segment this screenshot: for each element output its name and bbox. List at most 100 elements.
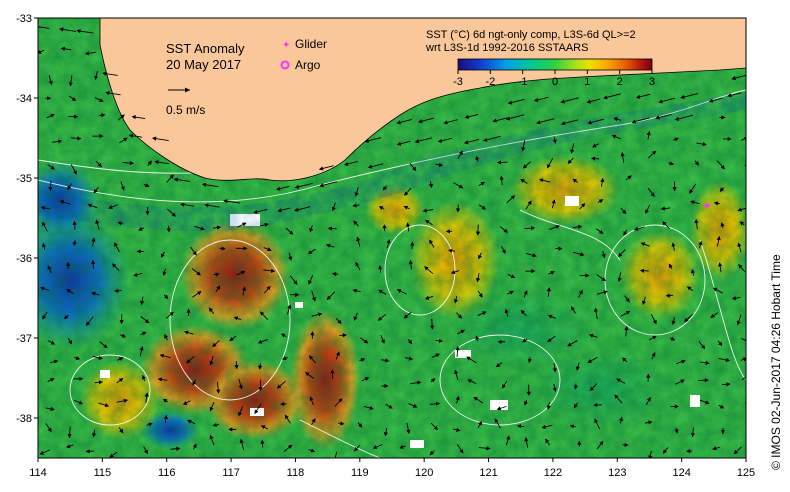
current-vector-head (690, 433, 696, 438)
current-vector-head (577, 440, 582, 445)
current-vector-head (671, 242, 676, 247)
current-vector-head (478, 293, 483, 298)
product-description-line1: SST (°C) 6d ngt-only comp, L3S-6d QL>=2 (426, 29, 636, 41)
current-vector-head (731, 76, 736, 81)
current-vector-head (467, 379, 472, 384)
current-vector-head (270, 268, 276, 273)
current-vector-head (466, 356, 471, 361)
current-vector-head (260, 425, 266, 430)
current-vector-head (310, 331, 315, 336)
current-vector-head (747, 434, 749, 437)
current-vector-head (430, 325, 435, 330)
current-vector-head (384, 383, 389, 389)
current-vector-head (680, 94, 685, 100)
current-vector-head (59, 27, 64, 32)
current-vector-head (587, 359, 592, 363)
current-vector-head (587, 120, 592, 125)
current-vector-head (538, 178, 544, 183)
current-vector-head (520, 178, 525, 183)
current-vector-head (104, 403, 110, 408)
current-vector-head (455, 208, 461, 213)
current-vector-head (713, 201, 719, 206)
current-vector-head (287, 304, 292, 309)
current-vector-head (670, 336, 676, 341)
current-vector-head (238, 411, 243, 417)
current-vector-head (288, 230, 294, 235)
current-vector-head (669, 161, 675, 166)
current-vector-head (658, 99, 663, 104)
current-vector-head (721, 115, 726, 120)
current-vector-head (660, 206, 666, 211)
current-vector-head (128, 133, 134, 138)
current-vector-head (66, 288, 71, 293)
current-vector-head (524, 401, 528, 406)
current-vector-head (276, 384, 282, 389)
current-vector-head (367, 164, 373, 169)
vector-scale-label: 0.5 m/s (166, 103, 205, 117)
current-vector-head (141, 374, 146, 380)
current-vector-head (396, 120, 401, 125)
current-vector-head (573, 403, 578, 409)
current-vector-head (577, 224, 583, 229)
current-vector-head (642, 300, 646, 306)
current-vector-head (672, 187, 677, 192)
current-vector-head (154, 160, 159, 165)
current-vector-head (200, 226, 205, 231)
current-vector-head (569, 424, 575, 429)
current-vector-head (117, 221, 123, 226)
current-vector-head (307, 250, 313, 255)
current-vector-head (72, 220, 77, 225)
current-vector-head (67, 433, 72, 439)
current-vector-head (652, 335, 657, 340)
current-vector-head (139, 346, 144, 351)
current-vector-head (136, 249, 141, 254)
argo-symbol-icon (280, 60, 290, 70)
current-vector-head (725, 357, 731, 362)
glider-label: Glider (295, 37, 327, 51)
current-vector-head (259, 311, 265, 316)
current-vector-head (120, 186, 125, 191)
current-vector-head (646, 130, 651, 136)
current-vector-head (680, 379, 685, 384)
current-vector-head (482, 311, 487, 316)
current-vector-head (614, 394, 619, 399)
current-vector-head (295, 292, 300, 297)
current-vector-head (253, 209, 258, 214)
current-vector (38, 26, 50, 29)
current-vector-head (438, 162, 444, 167)
current-vector-head (520, 309, 525, 315)
current-vector-head (66, 261, 71, 266)
current-vector-head (572, 178, 578, 183)
map-title: SST Anomaly (166, 41, 245, 56)
colorbar (457, 58, 653, 71)
current-vector-head (123, 398, 128, 403)
current-vector-head (120, 114, 125, 119)
current-vector-head (522, 164, 528, 169)
current-vector-head (624, 325, 629, 331)
current-vector-head (616, 378, 621, 383)
current-vector-head (335, 351, 340, 356)
current-vector-head (674, 428, 679, 434)
current-vector (741, 376, 746, 381)
current-vector-head (552, 368, 557, 373)
current-vector-head (639, 268, 645, 273)
current-vector-head (118, 377, 124, 383)
current-vector-head (619, 416, 624, 422)
current-vector-head (414, 139, 420, 144)
current-vector-head (228, 427, 233, 432)
current-vector-head (674, 137, 679, 142)
current-vector-head (50, 340, 56, 345)
current-vector-head (545, 438, 550, 444)
current-vector-head (457, 314, 463, 319)
y-tick-label: -37 (16, 333, 32, 345)
current-vector-head (94, 75, 99, 81)
current-vector-head (431, 378, 436, 383)
imos-credit: © IMOS 02-Jun-2017 04:26 Hobart Time (769, 254, 783, 470)
current-vector-head (406, 429, 411, 435)
current-vector-head (447, 248, 453, 253)
current-vector-head (458, 184, 464, 189)
x-tick-label: 120 (415, 467, 433, 479)
y-tick-label: -36 (16, 253, 32, 265)
current-vector-head (186, 308, 191, 313)
current-vector-head (264, 222, 269, 227)
